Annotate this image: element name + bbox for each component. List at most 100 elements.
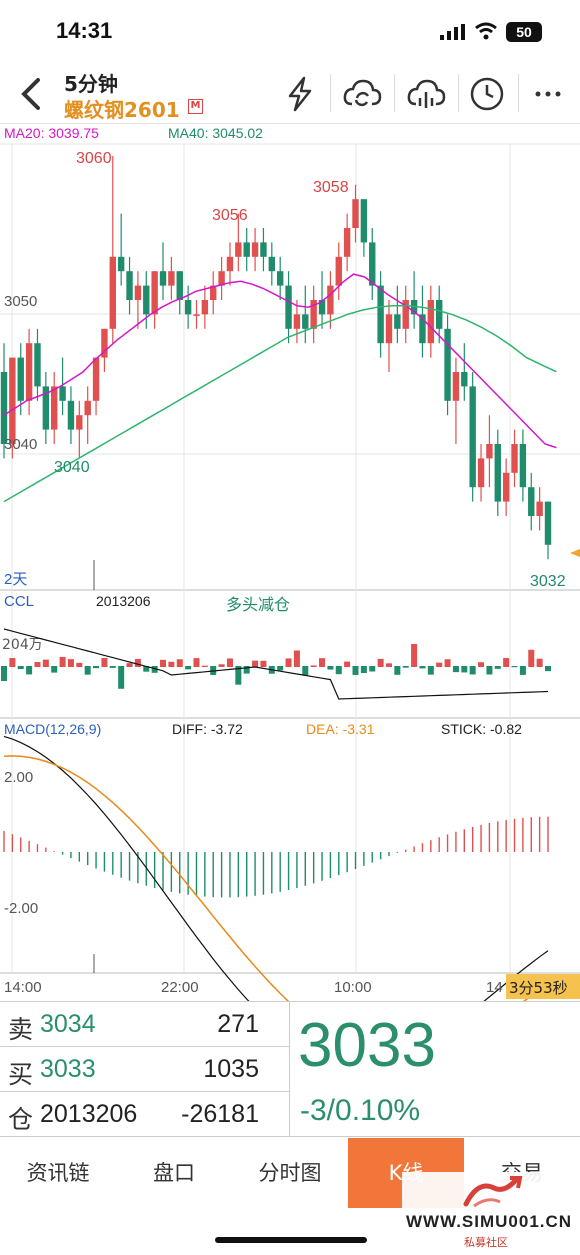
back-icon[interactable] — [16, 76, 48, 112]
countdown-badge — [506, 974, 580, 999]
ccl-bar — [168, 661, 175, 667]
ccl-value: 2013206 — [96, 593, 151, 609]
sell-row[interactable]: 卖 3034 271 — [0, 1002, 290, 1047]
sell-volume: 271 — [217, 1010, 259, 1038]
ccl-bar — [478, 662, 485, 667]
candle-body — [285, 285, 292, 329]
candle-body — [427, 300, 435, 344]
time-span-label: 2天 — [4, 571, 27, 588]
candle-body — [168, 271, 175, 286]
ccl-bars — [1, 644, 551, 689]
home-indicator — [215, 1237, 367, 1243]
ccl-bar — [26, 666, 33, 675]
status-time: 14:31 — [56, 18, 113, 43]
buy-row[interactable]: 买 3033 1035 — [0, 1047, 290, 1092]
tab-time-share[interactable]: 分时图 — [258, 1161, 322, 1185]
ccl-bar — [143, 666, 150, 672]
dea-line — [3, 755, 549, 1001]
candle-body — [318, 300, 326, 315]
ccl-bar — [310, 665, 317, 667]
ccl-bar — [126, 663, 133, 667]
candle-body — [260, 242, 267, 257]
ccl-bar — [160, 659, 167, 667]
candle-body — [444, 328, 451, 401]
last-label: 3032 — [530, 573, 566, 590]
candle-body — [76, 415, 83, 430]
ccl-bar — [377, 658, 384, 667]
buy-label: 买 — [8, 1060, 34, 1089]
ccl-bar — [494, 666, 501, 669]
macd-neg-label: -2.00 — [4, 900, 38, 917]
ccl-bar — [519, 666, 526, 675]
watermark-url: WWW.SIMU001.CN — [406, 1212, 573, 1231]
ccl-bar — [402, 666, 409, 668]
macd-name: MACD(12,26,9) — [4, 721, 101, 737]
ccl-bar — [1, 666, 7, 681]
signal-icon — [440, 24, 465, 40]
contract-title[interactable]: 螺纹钢2601 — [64, 98, 180, 122]
cloud-sync-icon[interactable] — [340, 72, 384, 116]
candle-body — [276, 271, 284, 286]
lightning-icon[interactable] — [278, 72, 322, 116]
candle-body — [293, 314, 301, 329]
ma20-label: MA20: 3039.75 — [4, 125, 99, 141]
countdown-text: 3分53秒 — [509, 979, 568, 997]
candle-body — [126, 271, 133, 300]
candle-body — [528, 487, 535, 516]
ccl-bar — [486, 666, 493, 675]
macd-dea: DEA: -3.31 — [306, 721, 375, 737]
candle-body — [176, 271, 183, 300]
watermark-logo-icon — [463, 1176, 523, 1208]
diff-line — [3, 735, 549, 1001]
clock-icon[interactable] — [465, 72, 509, 116]
quote-panel: 卖 3034 271 买 3033 1035 仓 2013206 -26181 … — [0, 1001, 580, 1137]
candle-body — [159, 271, 167, 286]
ccl-bar — [185, 666, 192, 670]
candle-body — [59, 386, 66, 401]
price-pointer-icon — [570, 549, 580, 557]
candle-body — [117, 256, 125, 272]
candle-body — [201, 300, 209, 315]
main-contract-badge: M — [188, 99, 203, 114]
candle-body — [9, 357, 16, 444]
ccl-bar — [151, 666, 158, 673]
low-label-1: 3040 — [54, 459, 90, 476]
candle-body — [452, 372, 460, 401]
candle-body — [17, 357, 24, 401]
ma40-line — [3, 305, 557, 503]
candle-body — [226, 256, 234, 272]
ma40-label: MA40: 3045.02 — [168, 125, 263, 141]
ccl-bar — [335, 666, 342, 675]
watermark-sub: 私募社区 — [464, 1236, 508, 1249]
ccl-bar — [419, 666, 426, 669]
ccl-bar — [293, 650, 300, 667]
y-label-3050: 3050 — [4, 293, 37, 310]
ccl-bar — [9, 658, 16, 667]
candle-body — [251, 242, 259, 257]
ccl-name: CCL — [4, 593, 34, 610]
period-title[interactable]: 5分钟 — [64, 72, 118, 96]
tab-order-book[interactable]: 盘口 — [153, 1161, 195, 1185]
ccl-bar — [260, 660, 267, 667]
candle-body — [101, 328, 108, 358]
kline-chart[interactable]: MA20: 3039.75 MA40: 3045.02 3050 3040 30… — [0, 124, 580, 1001]
candle-body — [419, 314, 426, 344]
ccl-bar — [134, 658, 141, 667]
open-interest: 2013206 — [40, 1100, 138, 1128]
x-tick-1: 22:00 — [161, 979, 199, 996]
candle-body — [369, 242, 376, 286]
ccl-bar — [67, 659, 74, 667]
candle-body — [92, 357, 100, 401]
candles-layer — [0, 156, 552, 560]
ccl-bar — [84, 666, 91, 675]
tab-news-chain[interactable]: 资讯链 — [26, 1161, 90, 1185]
candle-body — [461, 372, 468, 387]
candle-body — [519, 444, 527, 488]
cloud-split-icon[interactable] — [404, 72, 448, 116]
more-icon[interactable] — [526, 72, 570, 116]
oi-row: 仓 2013206 -26181 — [0, 1092, 290, 1137]
macd-stick: STICK: -0.82 — [441, 721, 522, 737]
y-label-3040: 3040 — [4, 436, 37, 453]
candle-body — [109, 256, 116, 329]
candle-body — [310, 300, 317, 329]
